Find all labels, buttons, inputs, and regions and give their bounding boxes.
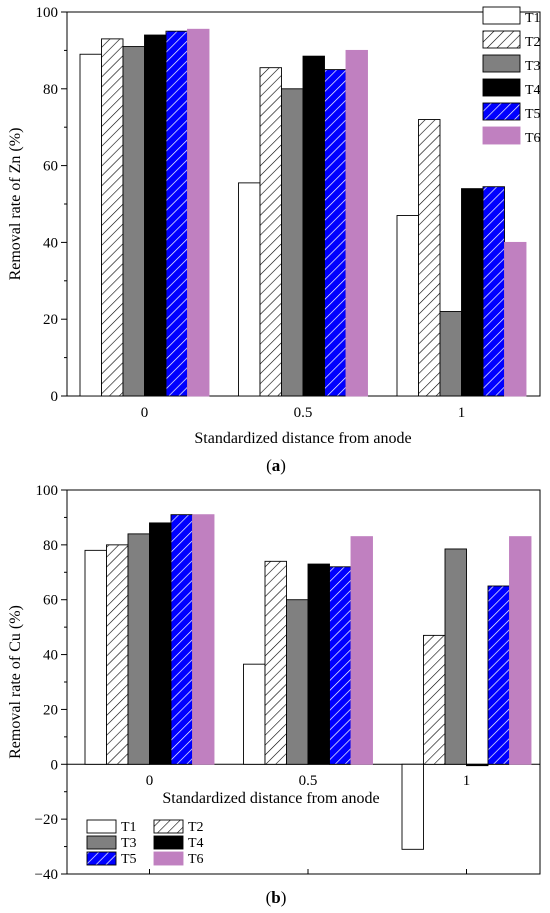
bar-t5-0 bbox=[165, 30, 188, 397]
legend-swatch-t3 bbox=[86, 835, 117, 850]
bar-t4-1 bbox=[461, 188, 484, 397]
bar-t2-0 bbox=[106, 544, 129, 765]
y-tick-label: −40 bbox=[35, 867, 58, 883]
bar-t6-0-5 bbox=[350, 536, 373, 765]
bar-t1-1 bbox=[396, 215, 419, 397]
bar-t6-0 bbox=[187, 28, 210, 397]
legend-label-t1: T1 bbox=[525, 11, 541, 26]
panel-letter: b bbox=[271, 888, 280, 907]
bar-t5-1 bbox=[482, 186, 505, 397]
y-tick-label: 100 bbox=[36, 5, 59, 21]
x-tick-label: 0.5 bbox=[294, 405, 313, 421]
panel-label-a: (a) bbox=[266, 456, 286, 475]
y-tick-label: 80 bbox=[43, 82, 58, 98]
bar-t5-0-5 bbox=[324, 69, 347, 397]
bar-t4-1 bbox=[466, 763, 489, 767]
bar-t3-0-5 bbox=[286, 599, 309, 765]
bar-t3-0 bbox=[122, 46, 145, 397]
y-tick-label: 80 bbox=[43, 538, 58, 554]
bar-t5-0 bbox=[170, 514, 193, 765]
bar-t5-0-5 bbox=[329, 566, 352, 765]
bar-t1-0 bbox=[84, 549, 107, 765]
y-axis-ticks: 0 20 40 60 80 100 bbox=[36, 5, 67, 405]
x-axis-label: Standardized distance from anode bbox=[162, 790, 379, 807]
bar-t1-0-5 bbox=[243, 663, 266, 765]
y-axis-label: Removal rate of Cu (%) bbox=[7, 605, 24, 759]
x-axis-ticks: 0 0.5 1 bbox=[146, 773, 471, 874]
y-tick-label: 100 bbox=[36, 483, 59, 499]
legend-label-t4: T4 bbox=[525, 83, 541, 98]
bar-t1-0 bbox=[79, 53, 102, 397]
legend-label-t4: T4 bbox=[188, 836, 204, 851]
x-tick-label: 1 bbox=[463, 773, 471, 789]
y-axis-ticks: −40 −20 0 20 40 60 80 100 bbox=[35, 483, 67, 883]
legend-swatch-t4 bbox=[482, 78, 521, 97]
y-tick-label: 60 bbox=[43, 159, 58, 175]
y-tick-label: 40 bbox=[43, 235, 58, 251]
bar-t4-0 bbox=[149, 522, 172, 765]
bar-t2-0 bbox=[101, 38, 124, 397]
legend-swatch-t5 bbox=[86, 851, 117, 866]
legend-swatch-t4 bbox=[153, 835, 184, 850]
legend-label-t3: T3 bbox=[525, 59, 541, 74]
bar-t2-0-5 bbox=[259, 67, 282, 397]
y-tick-label: −20 bbox=[35, 812, 58, 828]
bar-t2-1 bbox=[418, 119, 441, 397]
y-tick-label: 40 bbox=[43, 648, 58, 664]
bar-marks bbox=[79, 28, 527, 397]
bar-t3-0-5 bbox=[281, 88, 304, 397]
x-tick-label: 0 bbox=[146, 773, 154, 789]
x-tick-label: 0 bbox=[141, 405, 149, 421]
bar-t4-0-5 bbox=[302, 55, 325, 397]
x-tick-label: 0.5 bbox=[299, 773, 318, 789]
legend-swatch-t3 bbox=[482, 54, 521, 73]
y-tick-label: 0 bbox=[51, 757, 59, 773]
legend-swatch-t6 bbox=[153, 851, 184, 866]
x-tick-label: 1 bbox=[458, 405, 466, 421]
bar-t2-1 bbox=[423, 634, 446, 765]
legend-label-t2: T2 bbox=[188, 820, 204, 835]
x-axis-label: Standardized distance from anode bbox=[194, 430, 411, 447]
bar-t3-0 bbox=[127, 533, 150, 765]
bar-t5-1 bbox=[487, 585, 510, 765]
bar-t1-1 bbox=[401, 763, 424, 850]
legend-label-t6: T6 bbox=[525, 131, 541, 146]
legend-label-t5: T5 bbox=[121, 852, 137, 867]
y-axis-label: Removal rate of Zn (%) bbox=[7, 128, 24, 281]
bar-t1-0-5 bbox=[238, 182, 261, 397]
bar-t6-0 bbox=[192, 514, 215, 765]
legend-swatch-t2 bbox=[482, 30, 521, 49]
y-tick-label: 0 bbox=[51, 389, 59, 405]
legend-label-t5: T5 bbox=[525, 107, 541, 122]
bar-t3-1 bbox=[439, 311, 462, 397]
x-axis-ticks: 0 0.5 1 bbox=[141, 391, 466, 421]
y-tick-label: 20 bbox=[43, 702, 58, 718]
legend-swatch-t2 bbox=[153, 819, 184, 834]
legend-label-t1: T1 bbox=[121, 820, 137, 835]
bar-t6-1 bbox=[509, 536, 532, 765]
bar-t6-0-5 bbox=[345, 49, 368, 397]
panel-letter: a bbox=[272, 456, 281, 475]
y-tick-label: 60 bbox=[43, 593, 58, 609]
bar-t6-1 bbox=[504, 241, 527, 397]
legend-swatch-t1 bbox=[482, 6, 521, 25]
legend-label-t2: T2 bbox=[525, 35, 541, 50]
legend-swatch-t1 bbox=[86, 819, 117, 834]
bar-t4-0-5 bbox=[307, 563, 330, 765]
legend: T1 T2 T3 T4 T5 T6 bbox=[482, 6, 541, 146]
bar-marks bbox=[67, 514, 540, 850]
bar-t3-1 bbox=[444, 548, 467, 765]
panel-label-b: (b) bbox=[266, 888, 287, 907]
legend-swatch-t5 bbox=[482, 102, 521, 121]
legend: T1 T2 T3 T4 T5 T6 bbox=[86, 819, 204, 867]
y-tick-label: 20 bbox=[43, 312, 58, 328]
legend-swatch-t6 bbox=[482, 126, 521, 145]
bar-t2-0-5 bbox=[264, 560, 287, 765]
legend-label-t6: T6 bbox=[188, 852, 204, 867]
legend-label-t3: T3 bbox=[121, 836, 137, 851]
bar-t4-0 bbox=[144, 34, 167, 397]
